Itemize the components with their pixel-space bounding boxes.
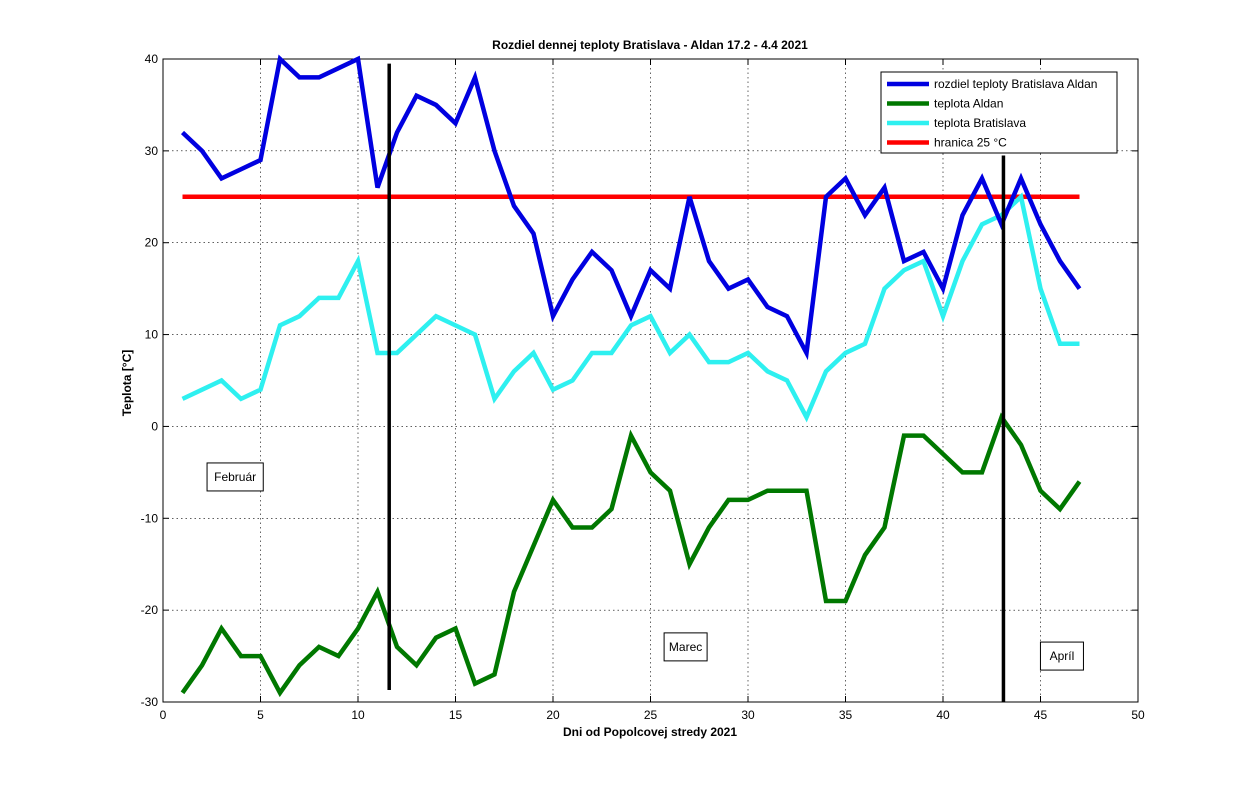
legend-entry: hranica 25 °C bbox=[934, 136, 1007, 150]
series-layer bbox=[180, 54, 1082, 698]
x-tick-label: 10 bbox=[351, 708, 365, 722]
x-tick-label: 15 bbox=[449, 708, 463, 722]
annotation-label: Marec bbox=[669, 640, 702, 654]
x-tick-label: 0 bbox=[160, 708, 167, 722]
chart-title: Rozdiel dennej teploty Bratislava - Alda… bbox=[492, 38, 808, 52]
legend-entry: teplota Bratislava bbox=[934, 116, 1026, 130]
x-tick-label: 5 bbox=[257, 708, 264, 722]
vertical-markers bbox=[387, 63, 1006, 702]
y-tick-label: -10 bbox=[141, 511, 159, 525]
legend-entry: teplota Aldan bbox=[934, 97, 1003, 111]
y-tick-label: 10 bbox=[145, 328, 159, 342]
legend-entry: rozdiel teploty Bratislava Aldan bbox=[934, 77, 1097, 91]
x-tick-label: 35 bbox=[839, 708, 853, 722]
y-tick-label: -30 bbox=[141, 695, 159, 709]
annotation-label: Apríl bbox=[1050, 649, 1075, 663]
x-tick-label: 40 bbox=[936, 708, 950, 722]
series-line-0 bbox=[180, 54, 1082, 361]
annotation-box bbox=[1039, 641, 1084, 671]
x-axis-label: Dni od Popolcovej stredy 2021 bbox=[563, 725, 737, 739]
series-line-1 bbox=[180, 412, 1082, 698]
annotation-box bbox=[663, 632, 708, 662]
grid-lines bbox=[163, 59, 1138, 702]
y-axis-label: Teplota [°C] bbox=[120, 350, 134, 417]
y-tick-label: 0 bbox=[151, 419, 158, 433]
x-tick-label: 20 bbox=[546, 708, 560, 722]
annotation-box bbox=[206, 462, 264, 492]
annotation-label: Február bbox=[214, 470, 256, 484]
y-tick-label: 30 bbox=[145, 144, 159, 158]
y-tick-label: 40 bbox=[145, 52, 159, 66]
y-tick-label: -20 bbox=[141, 603, 159, 617]
x-tick-label: 45 bbox=[1034, 708, 1048, 722]
x-tick-label: 30 bbox=[741, 708, 755, 722]
legend: rozdiel teploty Bratislava Aldan teplota … bbox=[880, 71, 1118, 154]
axis-ticks: 0 5 10 15 20 25 30 35 40 45 50 -30 -20 -10 0 10 20 30 40 bbox=[141, 52, 1145, 722]
series-line-2 bbox=[181, 192, 1080, 423]
y-tick-label: 20 bbox=[145, 236, 159, 250]
x-tick-label: 50 bbox=[1131, 708, 1145, 722]
annotations: Február Marec Apríl bbox=[206, 462, 1084, 671]
x-tick-label: 25 bbox=[644, 708, 658, 722]
